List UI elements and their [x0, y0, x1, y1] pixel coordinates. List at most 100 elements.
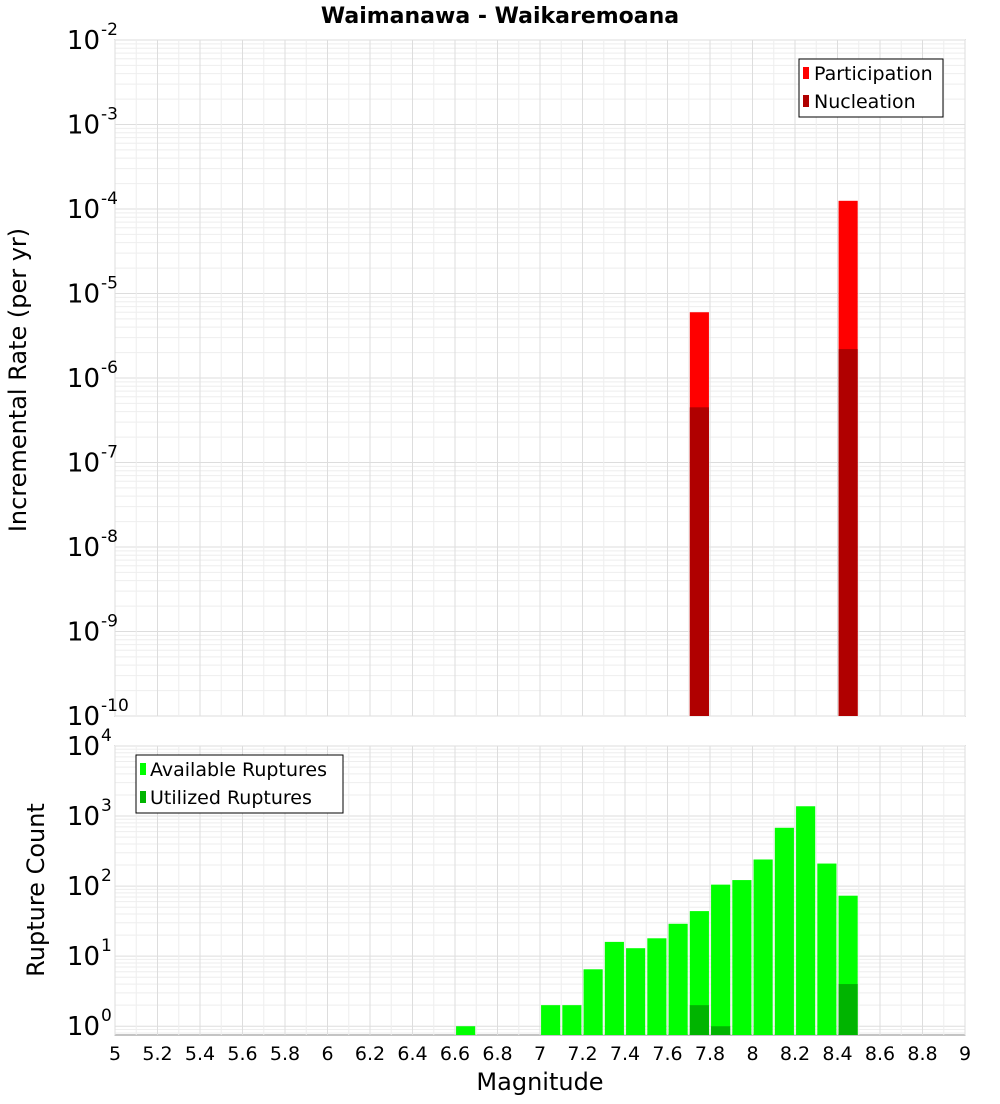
y-tick-base: 10 [67, 533, 100, 563]
y-tick-label: 10 1 [67, 936, 112, 972]
x-tick-label: 9 [959, 1043, 971, 1065]
bar-utilized-ruptures [838, 984, 858, 1035]
x-tick-label: 8 [746, 1043, 758, 1065]
bar-available-ruptures [647, 938, 667, 1035]
x-tick-label: 5.6 [227, 1043, 257, 1065]
y-tick-base: 10 [67, 732, 100, 762]
x-tick-label: 6.8 [482, 1043, 512, 1065]
y-tick-exponent: -7 [101, 443, 118, 463]
y-tick-label: 10 -6 [67, 358, 118, 394]
bar-available-ruptures [562, 1005, 582, 1035]
y-tick-base: 10 [67, 802, 100, 832]
y-tick-base: 10 [67, 195, 100, 225]
legend-swatch-nucleation [803, 95, 809, 107]
x-tick-label: 5.8 [270, 1043, 300, 1065]
y-tick-base: 10 [67, 702, 100, 732]
bottom-bars [456, 806, 858, 1035]
x-tick-label: 8.6 [865, 1043, 895, 1065]
bar-available-ruptures [456, 1026, 476, 1035]
legend-label-utilized: Utilized Ruptures [150, 787, 312, 809]
y-tick-label: 10 -5 [67, 274, 118, 310]
y-tick-exponent: -3 [101, 105, 118, 125]
y-tick-base: 10 [67, 280, 100, 310]
y-tick-exponent: 2 [101, 866, 112, 886]
bar-available-ruptures [583, 969, 603, 1035]
y-tick-exponent: -5 [101, 274, 118, 294]
y-tick-exponent: -9 [101, 612, 118, 632]
y-tick-label: 10 -7 [67, 443, 118, 479]
y-tick-exponent: -10 [101, 696, 129, 716]
legend-swatch-available [140, 763, 146, 775]
x-tick-labels: 5 5.2 5.4 5.6 5.8 6 6.2 6.4 6.6 6.8 7 7.2 7.4 7.6 7.8 8… [109, 1043, 971, 1065]
x-axis-label: Magnitude [476, 1068, 603, 1096]
bar-available-ruptures [604, 941, 624, 1035]
bar-utilized-ruptures [689, 1005, 709, 1035]
legend-label-nucleation: Nucleation [814, 91, 916, 113]
bar-nucleation [689, 407, 709, 716]
y-tick-exponent: 4 [101, 726, 112, 746]
y-tick-exponent: -2 [101, 20, 118, 40]
y-tick-exponent: -4 [101, 189, 118, 209]
bar-available-ruptures [753, 859, 773, 1035]
y-tick-label: 10 -10 [67, 696, 129, 732]
x-tick-label: 8.2 [780, 1043, 810, 1065]
y-tick-exponent: -8 [101, 527, 118, 547]
bar-available-ruptures [732, 880, 752, 1035]
x-tick-label: 7.2 [567, 1043, 597, 1065]
y-tick-label: 10 -4 [67, 189, 118, 225]
y-tick-label: 10 2 [67, 866, 112, 902]
y-tick-label: 10 3 [67, 796, 112, 832]
y-tick-base: 10 [67, 111, 100, 141]
top-legend: Participation Nucleation [798, 58, 944, 118]
bar-nucleation [838, 349, 858, 716]
y-tick-base: 10 [67, 942, 100, 972]
x-tick-label: 6.4 [397, 1043, 427, 1065]
legend-swatch-utilized [140, 791, 146, 803]
y-tick-base: 10 [67, 872, 100, 902]
bar-available-ruptures [796, 806, 816, 1035]
y-tick-base: 10 [67, 618, 100, 648]
top-y-axis-label: Incremental Rate (per yr) [4, 228, 32, 532]
x-tick-label: 6.2 [355, 1043, 385, 1065]
y-tick-exponent: 3 [101, 796, 112, 816]
y-tick-base: 10 [67, 449, 100, 479]
x-tick-label: 7.8 [695, 1043, 725, 1065]
y-tick-base: 10 [67, 26, 100, 56]
legend-label-participation: Participation [814, 63, 933, 85]
bar-available-ruptures [817, 863, 837, 1035]
x-tick-label: 7.6 [652, 1043, 682, 1065]
y-tick-exponent: 1 [101, 936, 112, 956]
bar-available-ruptures [626, 948, 646, 1035]
bottom-legend: Available Ruptures Utilized Ruptures [135, 754, 344, 814]
chart-title: Waimanawa - Waikaremoana [321, 4, 679, 29]
x-tick-label: 6.6 [440, 1043, 470, 1065]
x-tick-label: 6 [321, 1043, 333, 1065]
y-tick-exponent: -6 [101, 358, 118, 378]
legend-swatch-participation [803, 67, 809, 79]
top-bars [689, 200, 858, 717]
y-tick-label: 10 -9 [67, 612, 118, 648]
x-tick-label: 7.4 [610, 1043, 640, 1065]
x-tick-label: 8.4 [822, 1043, 852, 1065]
x-tick-label: 5.2 [142, 1043, 172, 1065]
y-tick-label: 10 0 [67, 1006, 112, 1042]
legend-label-available: Available Ruptures [150, 759, 327, 781]
y-tick-exponent: 0 [101, 1006, 112, 1026]
y-tick-label: 10 4 [67, 726, 112, 762]
bar-available-ruptures [774, 827, 794, 1035]
bar-available-ruptures [711, 884, 731, 1035]
bar-available-ruptures [689, 911, 709, 1035]
y-tick-base: 10 [67, 364, 100, 394]
bar-utilized-ruptures [711, 1026, 731, 1035]
y-tick-base: 10 [67, 1012, 100, 1042]
y-tick-label: 10 -2 [67, 20, 118, 56]
x-tick-label: 7 [534, 1043, 546, 1065]
top-legend-box [798, 58, 944, 118]
bottom-legend-box [135, 754, 344, 814]
x-tick-label: 8.8 [907, 1043, 937, 1065]
